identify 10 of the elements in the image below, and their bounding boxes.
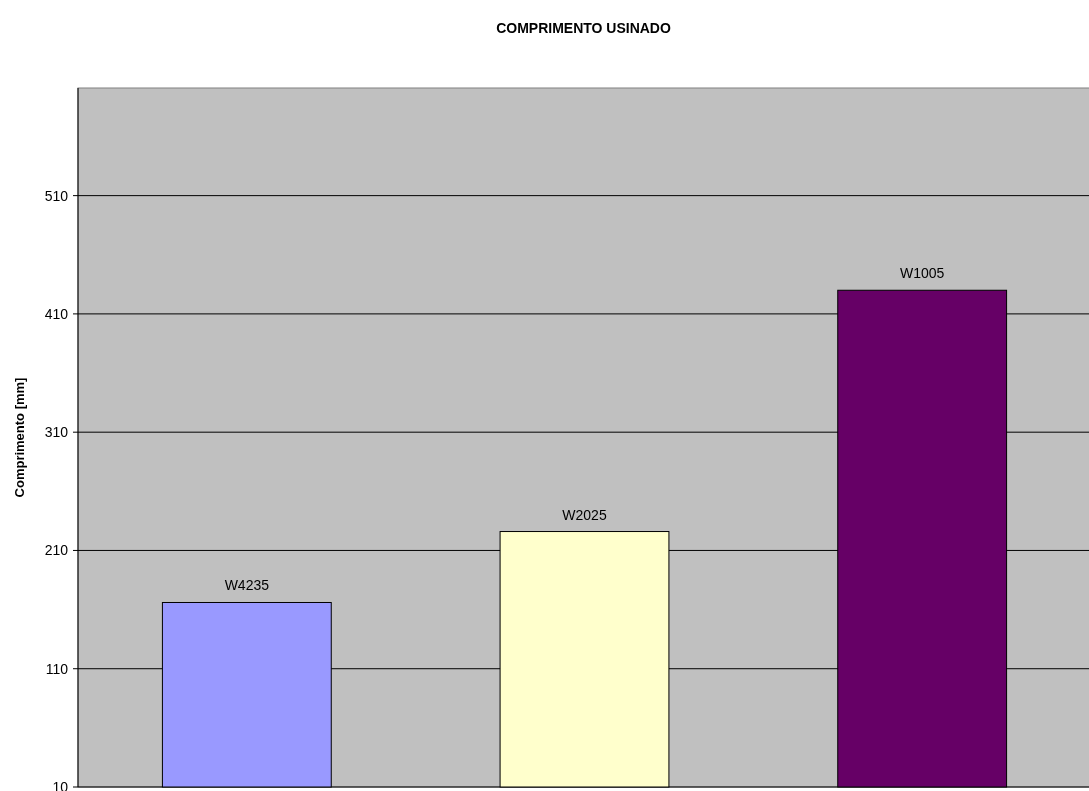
y-axis-title: Comprimento [mm] (12, 377, 27, 498)
x-tick-label: W2025 (562, 506, 607, 523)
y-tick-label: 210 (44, 542, 69, 559)
y-tick-label: 110 (45, 660, 69, 677)
y-tick-label: 510 (44, 187, 69, 204)
chart-title: COMPRIMENTO USINADO (496, 20, 671, 36)
y-tick-label: 310 (44, 424, 69, 441)
y-tick-label: 410 (44, 305, 69, 322)
x-tick-label: W4235 (224, 577, 270, 594)
x-tick-label: W1005 (899, 265, 945, 282)
